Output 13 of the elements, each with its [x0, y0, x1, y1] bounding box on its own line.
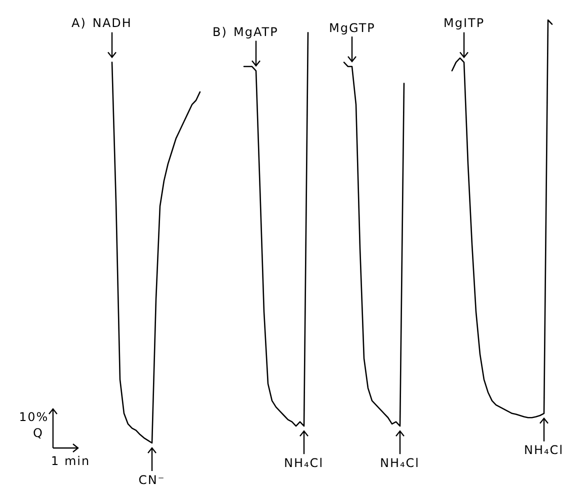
text: 1 min: [51, 454, 90, 468]
text: Q: [33, 426, 44, 440]
text: CN⁻: [138, 473, 166, 486]
text: 10%: [19, 410, 49, 424]
text: NH₄Cl: [380, 456, 420, 470]
text: NH₄Cl: [284, 456, 324, 470]
annotation: MgITP: [444, 16, 485, 30]
annotation: MgATP: [234, 24, 278, 39]
text: A): [72, 16, 86, 30]
text: NH₄Cl: [524, 443, 564, 458]
annotation: B): [212, 24, 228, 39]
annotation: NADH: [92, 16, 132, 30]
annotation: MgGTP: [329, 20, 376, 35]
